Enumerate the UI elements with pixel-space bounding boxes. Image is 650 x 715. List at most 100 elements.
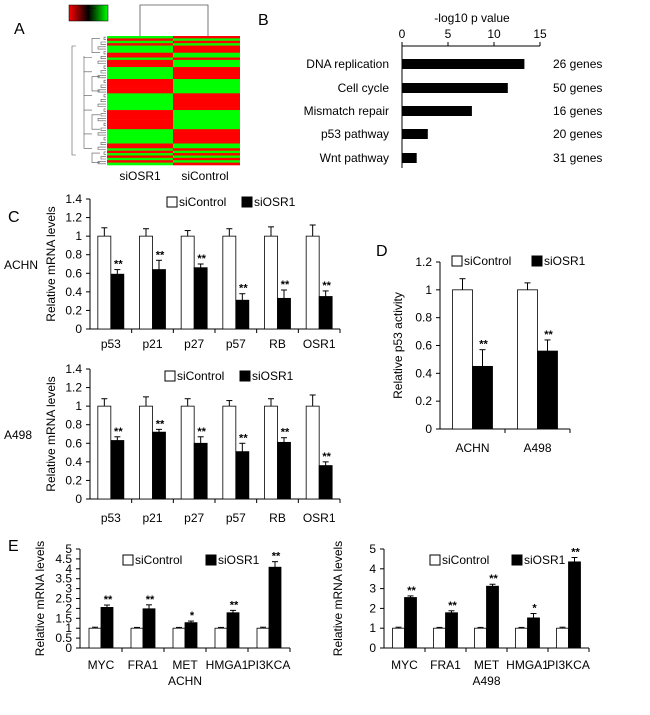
heatmap-cell (173, 112, 240, 116)
legend-sicontrol-label: siControl (442, 553, 489, 567)
siosr1-bar (142, 608, 156, 649)
sicontrol-bar (517, 289, 538, 430)
category-label: OSR1 (303, 337, 336, 351)
heatmap-cell (173, 136, 240, 140)
heatmap-cell (107, 157, 173, 161)
heatmap-cell (173, 148, 240, 151)
panel-label-d: D (376, 243, 388, 260)
y-tick-label: 0.8 (415, 311, 432, 325)
heatmap-column-label-2: siControl (181, 169, 228, 183)
y-tick-label: 5 (369, 542, 376, 556)
heatmap-cell (173, 93, 240, 97)
significance-marker: ** (114, 259, 123, 271)
heatmap-cell (173, 117, 240, 120)
heatmap-cell (107, 131, 173, 135)
heatmap-cell (107, 114, 173, 118)
y-tick-label: 0 (425, 422, 432, 436)
heatmap-cell (107, 93, 173, 97)
heatmap-cell (107, 43, 173, 46)
x-axis-title: ACHN (168, 674, 202, 688)
y-tick-label: 0.6 (415, 339, 432, 353)
x-tick-label: 10 (487, 27, 501, 41)
y-tick-label: 0.5 (55, 631, 72, 645)
y-tick-label: 4 (65, 562, 72, 576)
category-label: MET (474, 658, 500, 672)
pathway-bar (402, 83, 508, 93)
sicontrol-bar (264, 235, 278, 330)
siosr1-bar (226, 612, 240, 649)
y-tick-label: 0 (369, 641, 376, 655)
pathway-label: p53 pathway (321, 127, 389, 141)
significance-marker: ** (156, 418, 165, 430)
x-axis-title: A498 (472, 674, 500, 688)
heatmap-cell (107, 74, 173, 77)
legend-siosr1-swatch (511, 554, 523, 566)
y-axis-title: Relative p53 activity (391, 292, 405, 399)
significance-marker: ** (281, 279, 290, 291)
heatmap-cell (173, 62, 240, 65)
significance-marker: ** (197, 253, 206, 265)
siosr1-bar (193, 442, 208, 500)
heatmap-cell (173, 86, 240, 89)
category-label: MYC (391, 658, 418, 672)
y-tick-label: 1 (75, 399, 82, 413)
sicontrol-bar (474, 627, 487, 649)
sicontrol-bar (305, 235, 320, 330)
heatmap-cell (107, 155, 173, 159)
x-tick-label: 5 (445, 27, 452, 41)
category-label: p57 (226, 511, 246, 525)
heatmap-cell (107, 76, 173, 80)
heatmap-cell (173, 90, 240, 94)
siosr1-bar (537, 350, 558, 430)
legend-siosr1-label: siOSR1 (544, 254, 586, 268)
sicontrol-bar (172, 627, 186, 649)
heatmap-cell (173, 122, 240, 125)
row-dendrogram (71, 36, 106, 165)
sicontrol-bar (97, 405, 112, 500)
heatmap-cell (173, 52, 240, 56)
heatmap-cell (107, 153, 173, 156)
y-tick-label: 0.6 (65, 266, 82, 280)
legend-siosr1-label: siOSR1 (524, 553, 566, 567)
heatmap-cell (107, 105, 173, 108)
heatmap-cell (173, 124, 240, 128)
y-tick-label: 2.5 (55, 592, 72, 606)
heatmap-cell (173, 88, 240, 92)
heatmap-cell (173, 114, 240, 118)
y-tick-label: 0.8 (65, 418, 82, 432)
siosr1-bar (472, 365, 493, 430)
heatmap-cell (173, 57, 240, 61)
sicontrol-bar (222, 235, 237, 330)
heatmap-column-label-1: siOSR1 (119, 169, 161, 183)
heatmap-cell (107, 124, 173, 128)
gene-count-label: 26 genes (553, 57, 602, 71)
y-tick-label: 3 (65, 582, 72, 596)
y-tick-label: 3.5 (55, 572, 72, 586)
heatmap-cell (173, 55, 240, 58)
legend-sicontrol-swatch (451, 255, 463, 267)
gene-count-label: 16 genes (553, 104, 602, 118)
significance-marker: ** (489, 573, 498, 585)
y-tick-label: 1.2 (65, 381, 82, 395)
heatmap-cell (173, 107, 240, 111)
siosr1-bar (486, 585, 499, 649)
x-tick-label: 15 (533, 27, 547, 41)
panel-label-e: E (8, 538, 19, 555)
heatmap-cell (107, 100, 173, 104)
gene-count-label: 31 genes (553, 151, 602, 165)
y-tick-label: 0.6 (65, 436, 82, 450)
pathway-bar (402, 106, 472, 116)
row-dendrogram-branches (71, 36, 106, 165)
heatmap-cell (107, 126, 173, 130)
significance-marker: ** (407, 585, 416, 597)
sicontrol-bar (305, 405, 320, 500)
siosr1-bar (110, 440, 125, 500)
legend-sicontrol-swatch (122, 554, 134, 566)
significance-marker: ** (272, 551, 281, 563)
siosr1-bar (235, 451, 250, 500)
heatmap-cell (107, 122, 173, 125)
significance-marker: ** (230, 599, 239, 611)
category-label: RB (269, 337, 286, 351)
y-tick-label: 1 (425, 283, 432, 297)
panel-label-c: C (8, 209, 20, 226)
